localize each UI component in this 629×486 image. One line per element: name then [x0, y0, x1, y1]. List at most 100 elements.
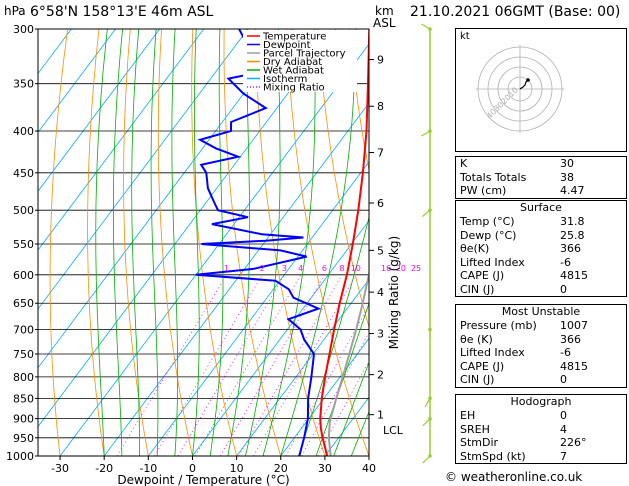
mixing-ratio-line	[194, 274, 302, 456]
surface-row: CIN (J) 0	[460, 282, 567, 296]
mixing-ratio-axis-title: Mixing Ratio (g/kg)	[387, 236, 401, 349]
x-axis-title: Dewpoint / Temperature (°C)	[117, 473, 289, 486]
wet-adiabat-line	[131, 29, 140, 456]
most-unstable-row: Pressure (mb) 1007	[460, 319, 588, 332]
mixing-ratio-line	[238, 274, 343, 456]
hodograph-stats-row: StmSpd (kt) 7	[460, 449, 567, 463]
most-unstable-panel: Most Unstable Pressure (mb) 1007 θe (K) 36…	[455, 304, 627, 388]
dry-adiabat-line	[348, 29, 369, 173]
isotherm-line	[38, 29, 72, 75]
wind-barb-dot	[428, 208, 432, 212]
legend-entry: Parcel Trajectory	[263, 49, 346, 60]
mixing-ratio-label: 2	[260, 264, 265, 273]
pressure-tick-label: 650	[13, 297, 34, 310]
hodograph-stats-title: Hodograph	[510, 395, 572, 408]
hodograph-stats-row: SREH 4	[460, 422, 567, 436]
legend-entry: Isotherm	[263, 74, 307, 85]
most-unstable-row: θe (K) 366	[460, 332, 581, 346]
asl-axis-label: ASL	[373, 16, 396, 30]
wind-barb-dot	[428, 27, 432, 31]
temperature-tick-label: -30	[51, 462, 69, 475]
wet-adiabat-line	[245, 29, 281, 456]
hodograph-end-dot	[526, 78, 530, 82]
km-tick-label: 3	[377, 328, 384, 341]
wet-adiabat-line	[150, 29, 159, 456]
wind-barb-dot	[428, 454, 432, 458]
wet-adiabat-line	[298, 215, 369, 456]
wet-adiabat-line	[227, 29, 251, 456]
mixing-ratio-line	[219, 274, 325, 456]
pressure-tick-label: 400	[13, 125, 34, 138]
surface-row: Temp (°C) 31.8	[460, 215, 585, 228]
wet-adiabat-line	[209, 29, 224, 456]
most-unstable-row: CIN (J) 0	[460, 373, 567, 386]
isotherm-line	[38, 29, 160, 192]
copyright-label: © weatheronline.co.uk	[445, 470, 583, 484]
hodograph-panel: kt 10 20 30 40	[455, 28, 627, 152]
dry-adiabat-line	[286, 29, 369, 456]
mixing-ratio-label: 1	[224, 264, 229, 273]
mixing-ratio-label: 20	[396, 264, 406, 273]
hodograph-stats-panel: Hodograph EH 0 SREH 4 StmDir 226° StmSpd (k…	[455, 394, 627, 464]
pressure-tick-label: 750	[13, 348, 34, 361]
isotherm-line	[38, 29, 116, 134]
mixing-ratio-label: 3	[282, 264, 287, 273]
datetime-label: 21.10.2021 06GMT (Base: 00)	[410, 4, 621, 20]
most-unstable-title: Most Unstable	[501, 305, 581, 318]
wind-barb-dot	[428, 129, 432, 133]
hodograph-unit-label: kt	[460, 31, 470, 42]
plot-frame	[37, 28, 370, 457]
mixing-ratio-label: 6	[322, 264, 327, 273]
location-label: 6°58'N 158°13'E 46m ASL	[30, 4, 214, 20]
surface-title: Surface	[520, 201, 562, 214]
temperature-tick-label: 30	[318, 462, 332, 475]
km-tick-label: 6	[377, 197, 384, 210]
isotherm-line	[280, 337, 369, 456]
isotherm-line	[236, 278, 369, 456]
pressure-tick-label: 900	[13, 413, 34, 426]
index-row-totals: Totals Totals 38	[460, 170, 574, 184]
km-axis-label: km	[375, 4, 394, 18]
surface-row: CAPE (J) 4815	[460, 269, 588, 282]
temperature-tick-label: 0	[189, 462, 196, 475]
dry-adiabat-line	[123, 29, 149, 456]
wind-barb-dot	[428, 396, 432, 401]
isotherm-line	[38, 29, 205, 251]
wet-adiabat-line	[280, 29, 357, 456]
wind-profile	[421, 23, 432, 464]
axes: 1 2 3 4 6 8 10 16 20 2530035040045050055060065070…	[6, 23, 421, 486]
lcl-label: LCL	[383, 424, 404, 437]
temperature-tick-label: 20	[274, 462, 288, 475]
series-line-parcel-trajectory	[327, 269, 369, 456]
most-unstable-row: CAPE (J) 4815	[460, 359, 588, 373]
pressure-tick-label: 700	[13, 324, 34, 337]
wet-adiabat-line	[333, 361, 369, 456]
hpa-axis-label: hPa	[4, 4, 26, 18]
indices-panel: K 30 Totals Totals 38 PW (cm) 4.47	[455, 156, 627, 199]
surface-row: Dewp (°C) 25.8	[460, 228, 585, 242]
mixing-ratio-label: 4	[298, 264, 303, 273]
legend-entry: Dry Adiabat	[263, 57, 322, 68]
index-row-k: K 30	[460, 157, 574, 170]
mixing-ratio-line	[154, 274, 263, 456]
legend-entry: Wet Adiabat	[263, 66, 324, 77]
km-tick-label: 4	[377, 286, 384, 299]
isotherm-line	[38, 29, 293, 369]
mixing-ratio-line	[177, 274, 285, 456]
most-unstable-row: Lifted Index -6	[460, 346, 571, 359]
wet-adiabat-line	[95, 29, 108, 456]
km-tick-label: 7	[377, 147, 384, 160]
isotherm-line	[148, 161, 369, 456]
legend-box	[243, 30, 357, 92]
hodograph-stats-row: EH 0	[460, 409, 567, 422]
temperature-tick-label: -10	[139, 462, 157, 475]
km-tick-label: 8	[377, 100, 384, 113]
wet-adiabat-line	[171, 29, 179, 456]
surface-row: Lifted Index -6	[460, 255, 571, 269]
hodograph-trace	[519, 79, 529, 90]
pressure-tick-label: 950	[13, 432, 34, 445]
km-tick-label: 1	[377, 409, 384, 422]
dry-adiabat-line	[49, 29, 69, 456]
